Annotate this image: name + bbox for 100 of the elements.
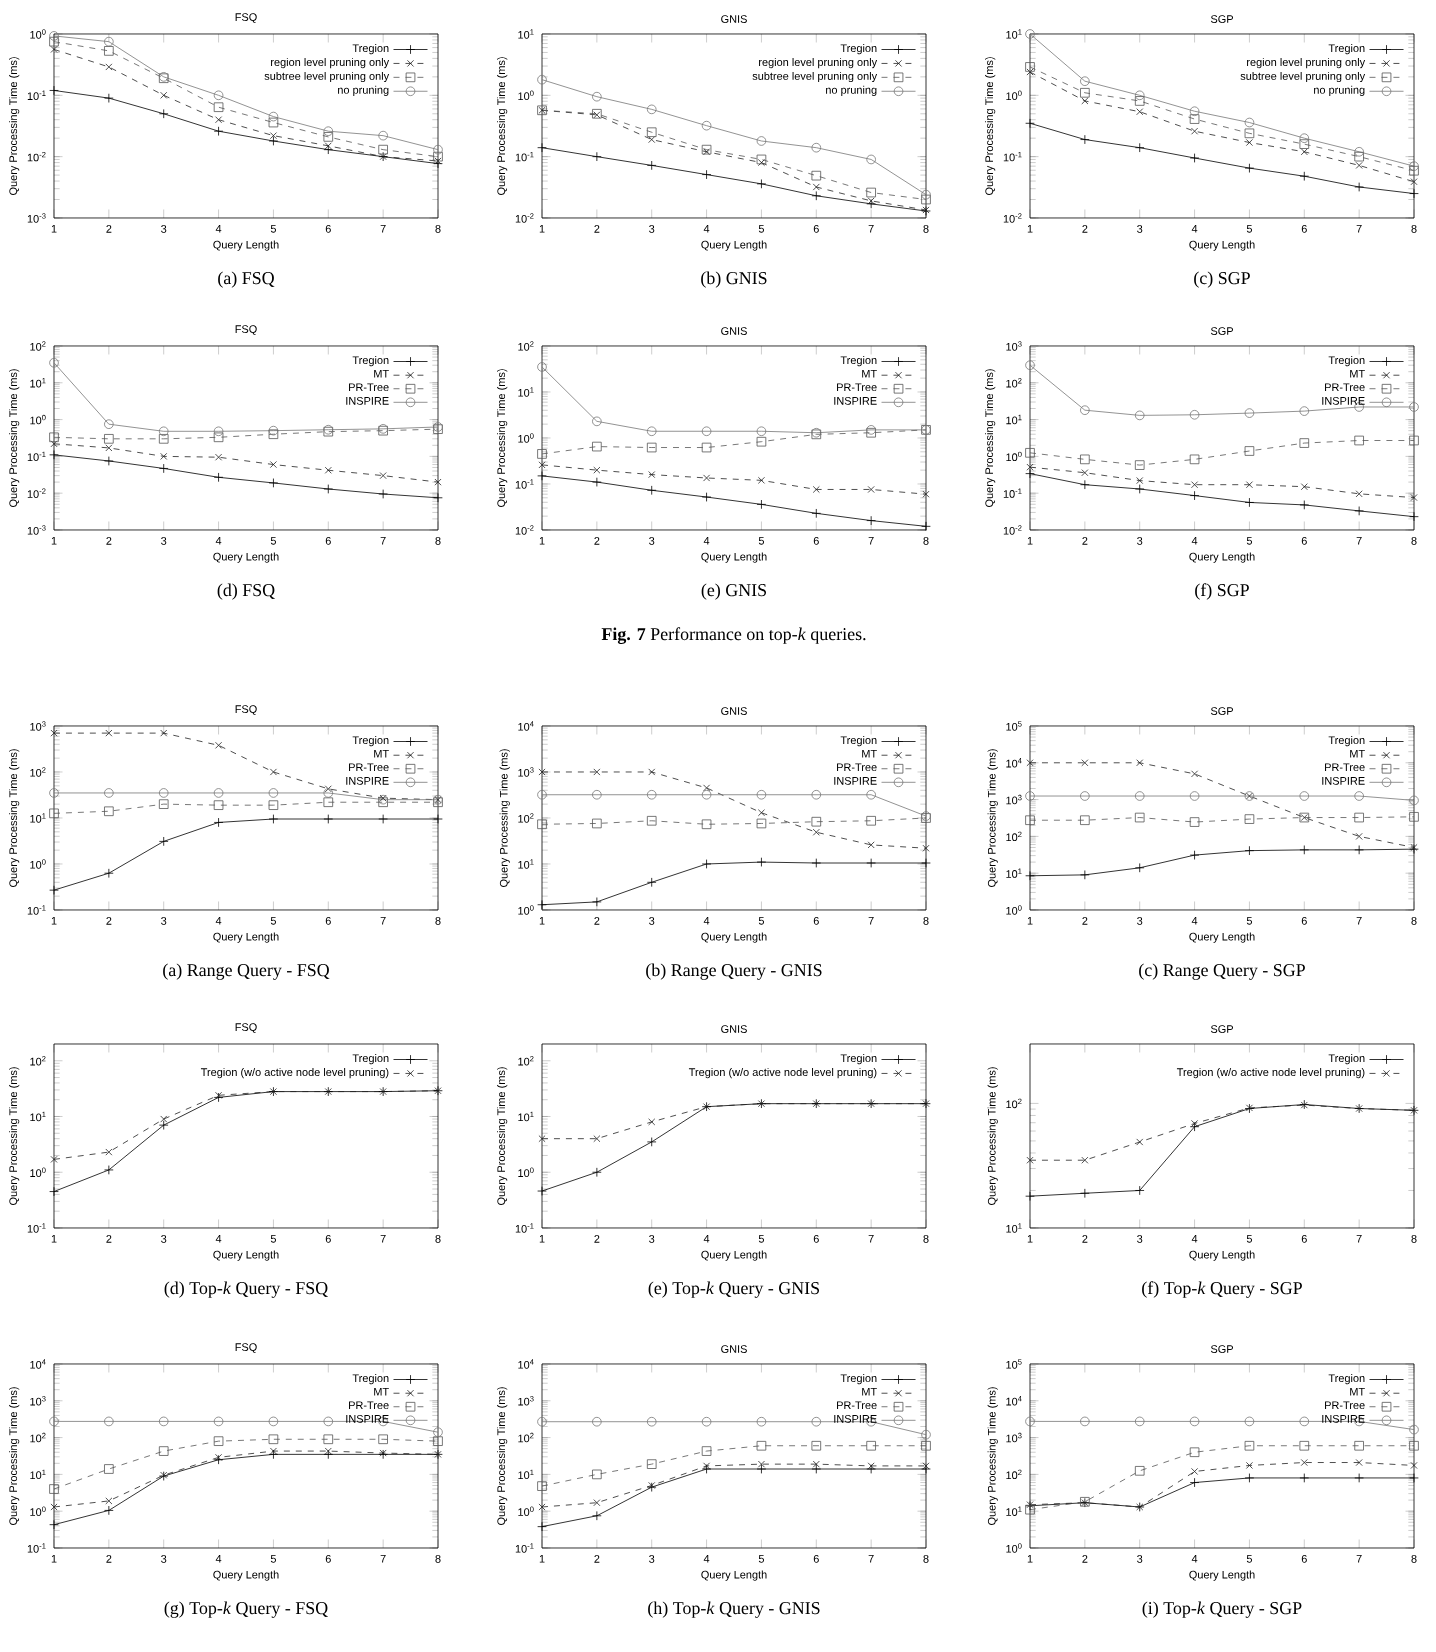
point	[866, 154, 876, 165]
point	[1134, 410, 1145, 421]
point	[1355, 490, 1363, 498]
point	[1299, 171, 1310, 181]
point	[593, 1499, 601, 1507]
point	[1410, 1461, 1418, 1469]
point	[104, 36, 114, 47]
point	[646, 1416, 657, 1427]
point	[1080, 1416, 1090, 1427]
point	[646, 815, 657, 826]
point	[1189, 490, 1200, 501]
point	[268, 117, 279, 128]
point	[1080, 815, 1090, 825]
point	[701, 169, 712, 180]
point	[537, 449, 547, 459]
point	[701, 426, 712, 437]
point	[268, 788, 279, 798]
point	[49, 36, 59, 47]
point	[1134, 484, 1145, 494]
point	[49, 808, 59, 819]
point	[1409, 1440, 1419, 1451]
text: (a) FSQ	[218, 271, 275, 288]
point	[592, 1167, 602, 1178]
point	[268, 800, 279, 810]
point	[1025, 448, 1035, 458]
point	[757, 159, 765, 167]
point	[646, 1137, 657, 1147]
point	[1134, 90, 1145, 101]
point	[1354, 182, 1364, 192]
point	[1300, 148, 1308, 156]
point	[1244, 1440, 1255, 1451]
point	[158, 426, 169, 437]
point	[323, 144, 334, 155]
point	[1244, 497, 1255, 508]
point	[324, 142, 332, 150]
point	[1299, 500, 1310, 510]
point	[646, 1459, 657, 1469]
point	[378, 130, 388, 141]
point	[592, 1416, 602, 1427]
point	[1189, 106, 1200, 117]
point	[433, 1436, 443, 1446]
point	[756, 179, 767, 189]
point	[648, 768, 656, 776]
point	[158, 434, 169, 444]
text: (e) GNIS	[701, 583, 767, 600]
point	[1080, 1188, 1090, 1199]
point	[811, 816, 822, 827]
point	[756, 857, 767, 867]
point	[104, 46, 114, 56]
point	[646, 160, 657, 171]
point	[1355, 1459, 1363, 1467]
point	[1189, 1121, 1200, 1132]
point	[324, 785, 332, 793]
point	[1299, 438, 1310, 448]
point	[592, 416, 602, 427]
point	[1245, 139, 1253, 147]
point	[323, 1434, 334, 1445]
point	[646, 485, 657, 496]
point	[1299, 1440, 1310, 1451]
point	[1410, 178, 1418, 186]
point	[269, 461, 277, 469]
point	[104, 788, 114, 798]
point	[104, 1165, 114, 1175]
point	[646, 442, 657, 453]
point	[323, 484, 334, 494]
point	[1191, 1119, 1199, 1127]
text: (b) GNIS	[701, 271, 767, 288]
point	[537, 1481, 547, 1491]
point	[756, 1416, 767, 1427]
point	[811, 858, 822, 868]
point	[1354, 812, 1364, 823]
point	[1245, 1461, 1253, 1469]
point	[433, 151, 443, 162]
point	[215, 741, 223, 749]
point	[213, 788, 224, 798]
point	[811, 789, 822, 800]
point	[50, 440, 58, 448]
point	[648, 471, 656, 479]
point	[811, 142, 822, 153]
point	[49, 1484, 59, 1494]
point	[1299, 1473, 1310, 1483]
point	[757, 1460, 765, 1468]
point	[323, 132, 334, 142]
point	[1134, 142, 1145, 153]
point	[323, 1416, 334, 1427]
point	[1134, 1416, 1145, 1427]
point	[1191, 1467, 1199, 1475]
point	[104, 419, 114, 429]
point	[213, 102, 224, 112]
point	[1244, 814, 1255, 824]
point	[646, 426, 657, 437]
point	[213, 1436, 224, 1446]
point	[701, 1446, 712, 1456]
text: (c) Range Query - SGP	[1139, 963, 1305, 980]
text: Fig. 7 Performance on top-k queries.	[601, 627, 866, 644]
point	[213, 90, 224, 101]
point	[756, 818, 767, 829]
point	[1299, 406, 1310, 416]
point	[756, 789, 767, 800]
point	[756, 1440, 767, 1451]
